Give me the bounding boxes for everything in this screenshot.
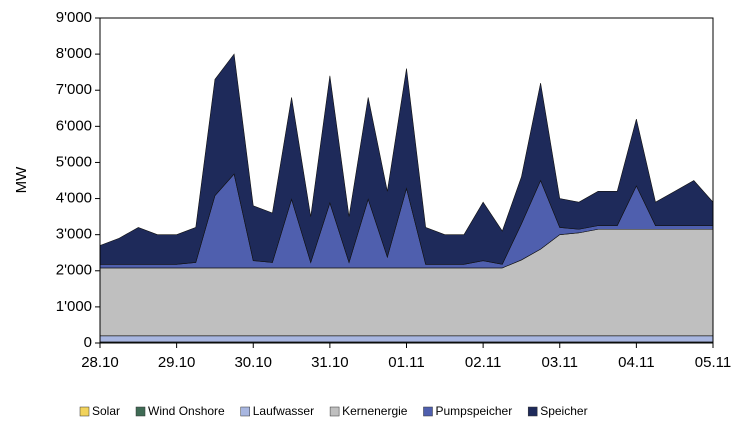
legend-swatch (527, 406, 538, 417)
x-tick-label: 03.11 (542, 354, 578, 371)
legend-swatch (240, 406, 250, 417)
legend-swatch (135, 406, 146, 417)
y-tick-label: 8'000 (56, 45, 92, 62)
y-axis-label: MW (13, 166, 30, 193)
legend-swatch (79, 406, 90, 417)
legend-label: Speicher (540, 404, 587, 418)
legend-label: Solar (92, 404, 120, 418)
y-tick-label: 2'000 (56, 262, 92, 279)
legend-label: Pumpspeicher (435, 404, 512, 418)
x-tick-label: 30.10 (234, 354, 272, 371)
y-tick-label: 1'000 (56, 298, 92, 315)
x-tick-label: 05.11 (695, 354, 731, 371)
area (99, 335, 714, 343)
x-tick-label: 28.10 (81, 354, 119, 371)
x-tick-label: 31.10 (311, 354, 349, 371)
legend-label: Wind Onshore (148, 404, 225, 418)
y-tick-label: 5'000 (56, 153, 92, 170)
x-tick-label: 04.11 (618, 354, 654, 371)
y-tick-label: 9'000 (56, 9, 92, 26)
legend-label: Laufwasser (253, 404, 314, 418)
legend-label: Kernenergie (342, 404, 408, 418)
x-tick-label: 02.11 (465, 354, 501, 371)
x-tick-label: 01.11 (388, 354, 424, 371)
y-tick-label: 4'000 (56, 190, 92, 207)
y-tick-label: 0 (84, 334, 92, 351)
legend-swatch (329, 406, 340, 417)
legend-swatch (423, 406, 433, 417)
x-tick-label: 29.10 (158, 354, 196, 371)
y-tick-label: 7'000 (56, 81, 92, 98)
y-tick-label: 6'000 (56, 117, 92, 134)
y-tick-label: 3'000 (56, 226, 92, 243)
